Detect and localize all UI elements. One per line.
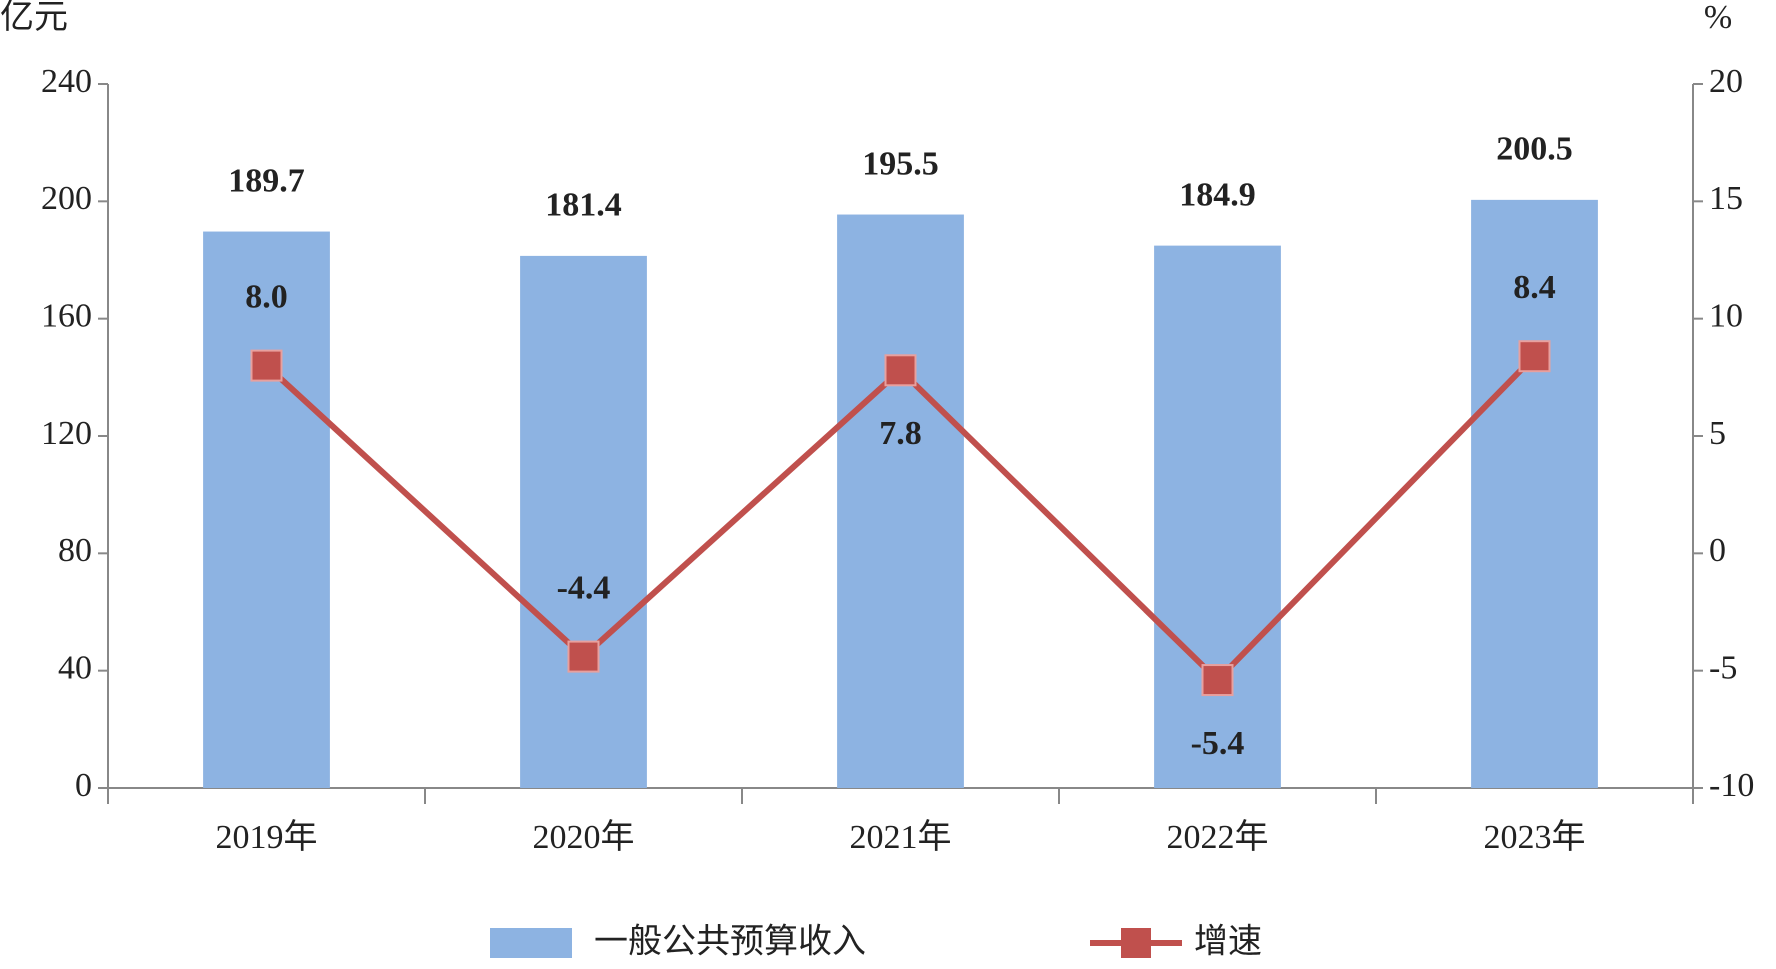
y-tick-label: 40 — [58, 649, 92, 686]
y2-tick-label: -10 — [1709, 767, 1754, 804]
y2-tick-label: 10 — [1709, 297, 1743, 334]
bar — [837, 214, 964, 789]
y-axis-label: 亿元 — [0, 0, 68, 36]
bar — [1154, 245, 1281, 789]
x-tick-label: 2022年 — [1167, 818, 1269, 856]
x-tick-label: 2023年 — [1484, 818, 1586, 856]
line-marker — [884, 354, 917, 387]
x-tick-label: 2021年 — [850, 818, 952, 856]
y-tick-label: 80 — [58, 532, 92, 569]
legend-swatch — [490, 928, 572, 958]
bar-value-label: 200.5 — [1496, 131, 1573, 168]
legend-label: 增速 — [1194, 922, 1262, 962]
bar — [203, 231, 330, 789]
y-tick-label: 200 — [41, 180, 92, 217]
y2-tick-label: -5 — [1709, 649, 1737, 686]
line-marker — [1518, 340, 1551, 373]
bar-value-label: 181.4 — [545, 187, 622, 224]
x-tick-label: 2020年 — [533, 818, 635, 856]
y-tick-label: 0 — [75, 767, 92, 804]
y-tick-label: 240 — [41, 63, 92, 100]
y-tick-label: 160 — [41, 297, 92, 334]
line-marker — [1201, 664, 1234, 697]
y2-tick-label: 15 — [1709, 180, 1743, 217]
bar-value-label: 189.7 — [228, 162, 305, 199]
y2-tick-label: 5 — [1709, 415, 1726, 452]
y2-tick-label: 20 — [1709, 63, 1743, 100]
bar-value-label: 195.5 — [862, 145, 939, 182]
line-value-label: -5.4 — [1191, 725, 1245, 762]
y-tick-label: 120 — [41, 415, 92, 452]
line-value-label: -4.4 — [557, 569, 611, 606]
x-tick-label: 2019年 — [216, 818, 318, 856]
y2-tick-label: 0 — [1709, 532, 1726, 569]
line-value-label: 8.4 — [1513, 269, 1556, 306]
line-value-label: 8.0 — [245, 278, 288, 315]
legend-label: 一般公共预算收入 — [594, 922, 866, 962]
line-marker — [567, 640, 600, 673]
line-value-label: 7.8 — [879, 415, 922, 452]
bar-value-label: 184.9 — [1179, 176, 1256, 213]
legend-marker — [1121, 928, 1151, 958]
line-marker — [250, 349, 283, 382]
y2-axis-label: % — [1704, 0, 1732, 36]
bar — [520, 255, 647, 789]
bar — [1471, 199, 1598, 788]
